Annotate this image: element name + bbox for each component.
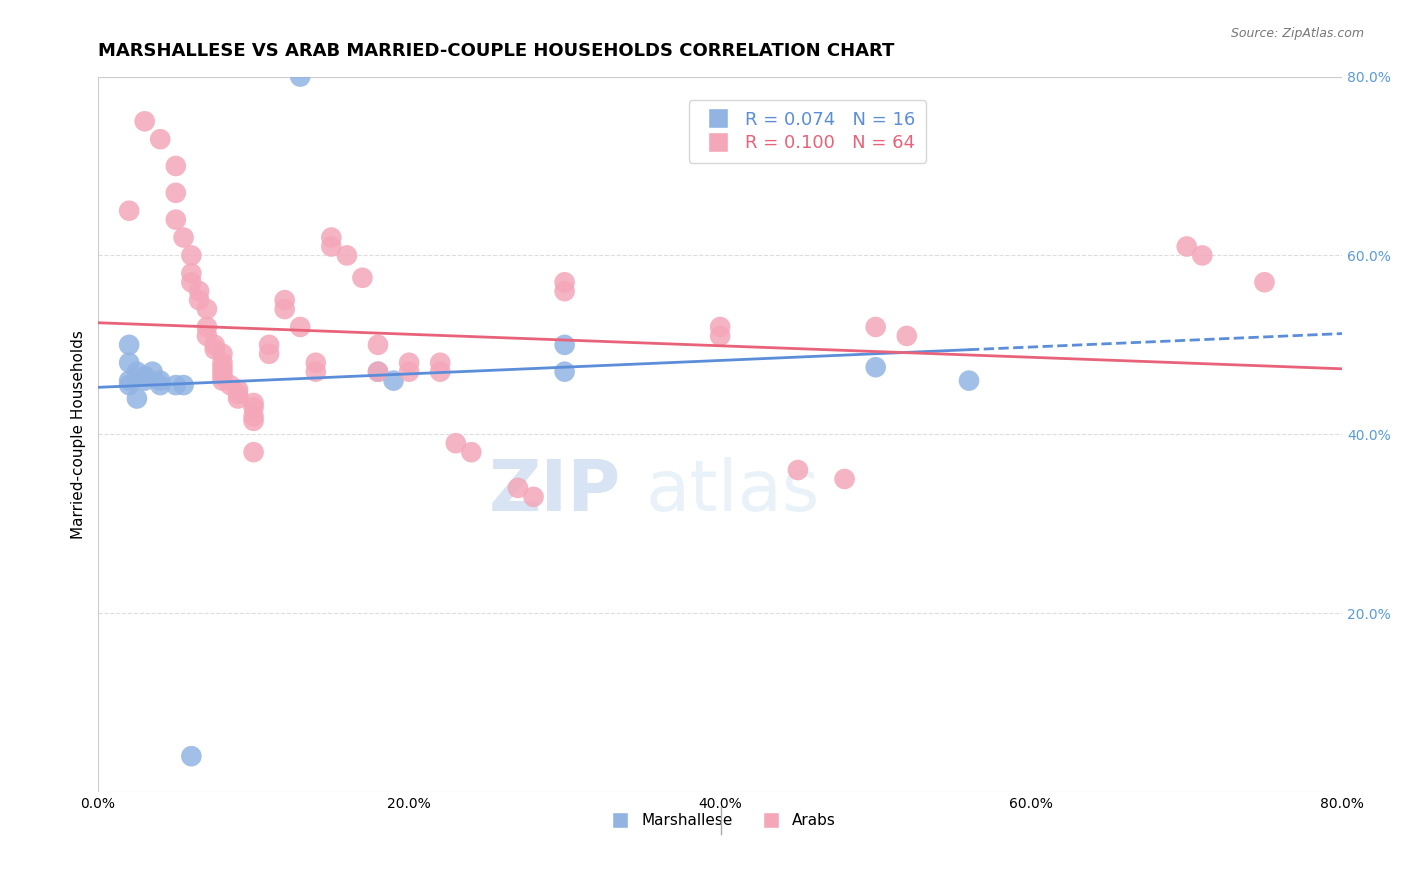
Point <box>290 320 312 334</box>
Point <box>180 248 202 262</box>
Point <box>242 445 264 459</box>
Legend: Marshallese, Arabs: Marshallese, Arabs <box>599 807 842 834</box>
Point <box>125 365 148 379</box>
Point <box>180 275 202 289</box>
Point <box>211 356 233 370</box>
Point <box>367 338 389 352</box>
Point <box>242 414 264 428</box>
Point <box>865 360 887 375</box>
Point <box>195 329 218 343</box>
Point <box>787 463 810 477</box>
Point <box>242 409 264 424</box>
Point <box>1253 275 1275 289</box>
Y-axis label: Married-couple Households: Married-couple Households <box>72 330 86 539</box>
Point <box>211 365 233 379</box>
Point <box>444 436 467 450</box>
Point <box>460 445 482 459</box>
Point <box>118 338 141 352</box>
Point <box>305 356 328 370</box>
Point <box>180 749 202 764</box>
Text: Source: ZipAtlas.com: Source: ZipAtlas.com <box>1230 27 1364 40</box>
Point <box>554 338 576 352</box>
Point <box>321 239 343 253</box>
Point <box>429 356 451 370</box>
Text: atlas: atlas <box>645 457 820 526</box>
Point <box>226 392 249 406</box>
Point <box>257 347 280 361</box>
Point <box>554 275 576 289</box>
Point <box>336 248 359 262</box>
Point <box>118 374 141 388</box>
Point <box>204 343 226 357</box>
Point <box>118 378 141 392</box>
Point <box>290 70 312 84</box>
Point <box>211 347 233 361</box>
Point <box>1191 248 1213 262</box>
Point <box>382 374 405 388</box>
Point <box>367 365 389 379</box>
Point <box>709 320 731 334</box>
Point <box>165 159 187 173</box>
Point <box>367 365 389 379</box>
Point <box>134 369 156 384</box>
Point <box>398 365 420 379</box>
Point <box>834 472 856 486</box>
Point <box>226 383 249 397</box>
Point <box>141 365 163 379</box>
Point <box>195 302 218 317</box>
Point <box>134 374 156 388</box>
Point <box>173 378 195 392</box>
Point <box>321 230 343 244</box>
Point <box>134 114 156 128</box>
Point <box>273 302 295 317</box>
Point <box>226 387 249 401</box>
Point <box>211 360 233 375</box>
Point <box>709 329 731 343</box>
Point <box>165 378 187 392</box>
Text: ZIP: ZIP <box>488 457 620 526</box>
Point <box>165 212 187 227</box>
Point <box>204 338 226 352</box>
Point <box>180 266 202 280</box>
Point <box>429 365 451 379</box>
Point <box>173 230 195 244</box>
Point <box>1175 239 1198 253</box>
Point <box>242 396 264 410</box>
Point <box>118 356 141 370</box>
Point <box>188 293 211 307</box>
Point <box>242 401 264 415</box>
Point <box>118 203 141 218</box>
Point <box>149 374 172 388</box>
Point <box>554 284 576 298</box>
Point <box>506 481 529 495</box>
Point <box>125 392 148 406</box>
Point <box>188 284 211 298</box>
Point <box>957 374 980 388</box>
Point <box>211 374 233 388</box>
Point <box>522 490 544 504</box>
Point <box>896 329 918 343</box>
Point <box>211 369 233 384</box>
Point <box>398 356 420 370</box>
Point <box>149 132 172 146</box>
Point <box>195 320 218 334</box>
Point <box>273 293 295 307</box>
Text: MARSHALLESE VS ARAB MARRIED-COUPLE HOUSEHOLDS CORRELATION CHART: MARSHALLESE VS ARAB MARRIED-COUPLE HOUSE… <box>98 42 894 60</box>
Point <box>219 378 242 392</box>
Point <box>865 320 887 334</box>
Point <box>305 365 328 379</box>
Point <box>149 378 172 392</box>
Point <box>257 338 280 352</box>
Point <box>554 365 576 379</box>
Point <box>352 270 374 285</box>
Point <box>165 186 187 200</box>
